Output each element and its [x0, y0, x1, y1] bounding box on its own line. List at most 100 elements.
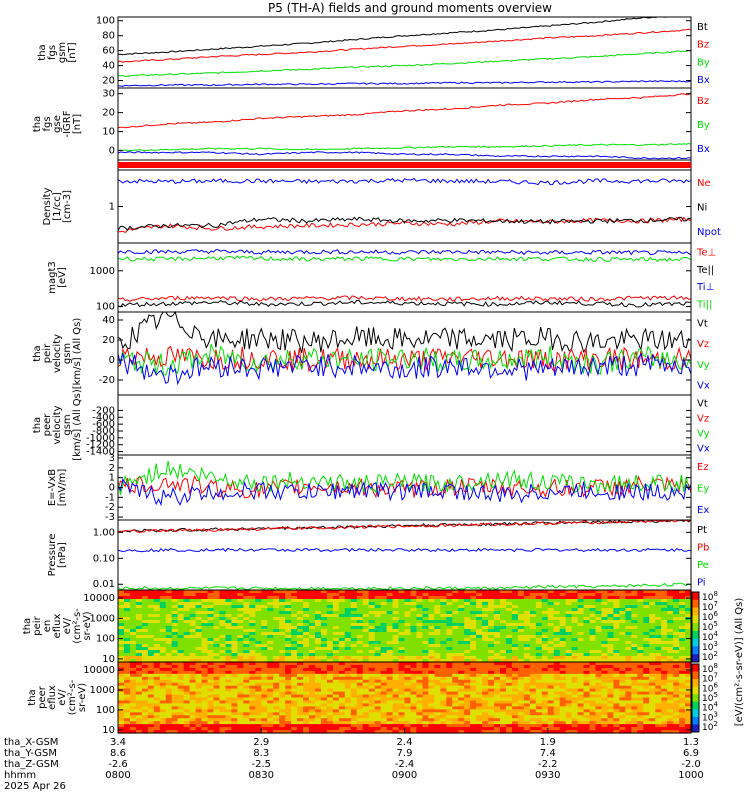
- spectrogram-cell: [511, 602, 519, 606]
- spectrogram-cell: [571, 715, 579, 719]
- spectrogram-cell: [476, 596, 483, 600]
- spectrogram-cell: [118, 593, 125, 597]
- spectrogram-cell: [297, 641, 304, 645]
- spectrogram-cell: [177, 653, 185, 657]
- spectrogram-cell: [374, 706, 382, 710]
- spectrogram-cell: [446, 667, 453, 672]
- spectrogram-cell: [404, 697, 412, 702]
- spectrogram-cell: [464, 635, 471, 639]
- spectrogram-cell: [553, 632, 561, 636]
- spectrogram-cell: [320, 644, 328, 648]
- spectrogram-cell: [231, 685, 238, 690]
- spectrogram-cell: [207, 694, 215, 699]
- spectrogram-cell: [398, 676, 406, 681]
- spectrogram-cell: [553, 730, 561, 734]
- spectrogram-cell: [195, 691, 203, 696]
- spectrogram-cell: [219, 715, 227, 719]
- spectrogram-cell: [637, 608, 644, 612]
- spectrogram-cell: [207, 691, 215, 696]
- spectrogram-cell: [314, 670, 322, 675]
- spectrogram-cell: [559, 697, 567, 702]
- spectrogram-cell: [422, 632, 429, 636]
- spectrogram-cell: [309, 653, 316, 657]
- spectrogram-cell: [279, 632, 286, 636]
- spectrogram-cell: [171, 638, 179, 642]
- spectrogram-cell: [195, 700, 203, 705]
- x-axis-value: 1.3: [683, 737, 699, 748]
- spectrogram-cell: [565, 724, 573, 728]
- spectrogram-cell: [541, 706, 549, 710]
- spectrogram-cell: [141, 596, 149, 600]
- spectrogram-cell: [673, 724, 680, 728]
- spectrogram-cell: [673, 694, 680, 699]
- spectrogram-cell: [541, 679, 549, 684]
- spectrogram-cell: [153, 626, 161, 630]
- spectrogram-cell: [118, 605, 125, 609]
- spectrogram-cell: [607, 670, 615, 675]
- spectrogram-cell: [320, 724, 328, 728]
- spectrogram-cell: [231, 673, 238, 678]
- spectrogram-cell: [249, 599, 256, 603]
- spectrogram-cell: [326, 638, 334, 642]
- spectrogram-cell: [464, 694, 471, 699]
- spectrogram-cell: [637, 602, 644, 606]
- spectrogram-cell: [123, 659, 131, 663]
- spectrogram-cell: [583, 703, 591, 707]
- spectrogram-cell: [517, 679, 525, 684]
- y-tick-label: 10000: [83, 665, 115, 676]
- spectrogram-cell: [589, 706, 597, 710]
- spectrogram-cell: [386, 715, 394, 719]
- spectrogram-cell: [679, 593, 686, 597]
- spectrogram-cell: [464, 605, 471, 609]
- spectrogram-cell: [637, 629, 644, 633]
- spectrogram-cell: [619, 620, 626, 624]
- spectrogram-cell: [314, 638, 322, 642]
- spectrogram-cell: [362, 644, 370, 648]
- spectrogram-cell: [386, 697, 394, 702]
- spectrogram-cell: [177, 602, 185, 606]
- spectrogram-cell: [249, 650, 256, 654]
- spectrogram-cell: [189, 676, 197, 681]
- spectrogram-cell: [267, 593, 274, 597]
- spectrogram-cell: [505, 670, 513, 675]
- spectrogram-cell: [446, 617, 453, 621]
- spectrogram-cell: [517, 602, 525, 606]
- spectrogram-cell: [285, 721, 292, 725]
- spectrogram-cell: [571, 656, 579, 660]
- spectrogram-cell: [488, 638, 495, 642]
- spectrogram-cell: [219, 697, 227, 702]
- spectrogram-cell: [195, 664, 203, 669]
- spectrogram-cell: [595, 712, 603, 716]
- spectrogram-cell: [350, 644, 358, 648]
- spectrogram-cell: [273, 662, 280, 666]
- spectrogram-cell: [309, 709, 316, 713]
- spectrogram-cell: [494, 608, 501, 612]
- spectrogram-cell: [398, 650, 406, 654]
- spectrogram-cell: [362, 682, 370, 687]
- spectrogram-cell: [392, 644, 400, 648]
- spectrogram-cell: [607, 659, 615, 663]
- spectrogram-cell: [141, 664, 149, 669]
- y-tick-label: -3: [105, 512, 115, 523]
- spectrogram-cell: [679, 670, 686, 675]
- spectrogram-cell: [207, 596, 215, 600]
- y-tick-label: 0.01: [93, 579, 115, 590]
- spectrogram-cell: [661, 644, 668, 648]
- spectrogram-cell: [476, 673, 483, 678]
- spectrogram-cell: [589, 605, 597, 609]
- spectrogram-cell: [249, 653, 256, 657]
- spectrogram-cell: [505, 593, 513, 597]
- spectrogram-cell: [225, 593, 233, 597]
- spectrogram-cell: [446, 670, 453, 675]
- spectrogram-cell: [583, 638, 591, 642]
- spectrogram-cell: [309, 617, 316, 621]
- spectrogram-cell: [607, 617, 615, 621]
- spectrogram-cell: [183, 697, 191, 702]
- spectrogram-cell: [159, 691, 167, 696]
- spectrogram-cell: [673, 697, 680, 702]
- spectrogram-cell: [535, 638, 543, 642]
- spectrogram-cell: [488, 718, 495, 722]
- spectrogram-cell: [511, 664, 519, 669]
- spectrogram-cell: [231, 632, 238, 636]
